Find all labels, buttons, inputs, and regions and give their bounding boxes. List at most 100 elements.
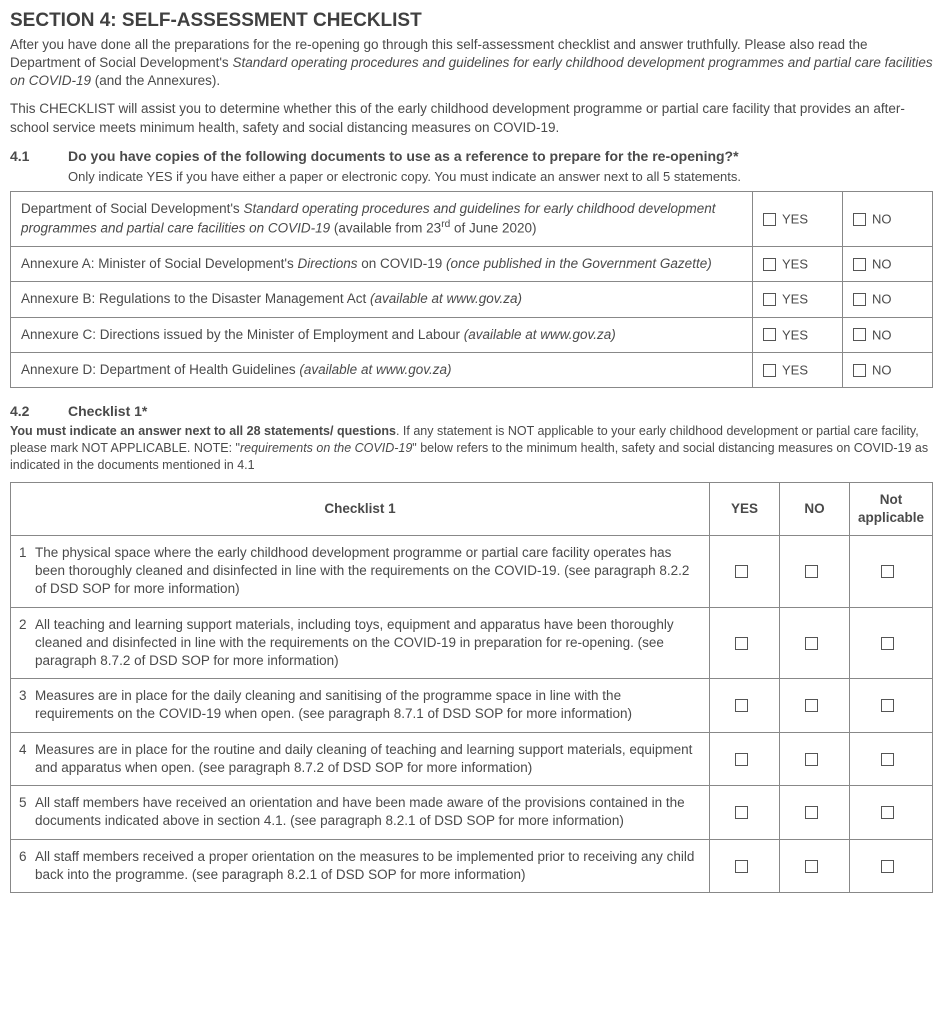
table-41-row-text: Annexure D: Department of Health Guideli… <box>11 352 753 387</box>
table-42-header-no: NO <box>779 482 849 535</box>
checkbox-yes[interactable] <box>763 364 776 377</box>
checkbox-na[interactable] <box>881 860 894 873</box>
row-text: Measures are in place for the routine an… <box>35 741 701 777</box>
checkbox-yes[interactable] <box>735 806 748 819</box>
checkbox-yes[interactable] <box>735 637 748 650</box>
table-42-na-cell <box>849 732 932 785</box>
table-42-no-cell <box>779 535 849 607</box>
yes-label: YES <box>782 257 808 272</box>
table-42-yes-cell <box>709 839 779 892</box>
checkbox-no[interactable] <box>805 565 818 578</box>
table-42-header-na: Not applicable <box>849 482 932 535</box>
section-title: SECTION 4: SELF-ASSESSMENT CHECKLIST <box>10 8 933 34</box>
table-42-row-text: 3Measures are in place for the daily cle… <box>11 679 710 732</box>
checkbox-no[interactable] <box>853 258 866 271</box>
checkbox-no[interactable] <box>853 364 866 377</box>
checkbox-na[interactable] <box>881 637 894 650</box>
row-number: 2 <box>19 616 35 671</box>
checkbox-yes[interactable] <box>735 565 748 578</box>
yes-label: YES <box>782 292 808 307</box>
checkbox-yes[interactable] <box>763 213 776 226</box>
table-42-na-cell <box>849 679 932 732</box>
subsection-41-number: 4.1 <box>10 147 68 166</box>
table-42-row: 4Measures are in place for the routine a… <box>11 732 933 785</box>
table-42-row: 6All staff members received a proper ori… <box>11 839 933 892</box>
table-41-row-text: Annexure C: Directions issued by the Min… <box>11 317 753 352</box>
checkbox-yes[interactable] <box>763 258 776 271</box>
checkbox-yes[interactable] <box>763 293 776 306</box>
table-41-row-text: Annexure B: Regulations to the Disaster … <box>11 282 753 317</box>
table-42-row-text: 1The physical space where the early chil… <box>11 535 710 607</box>
no-label: NO <box>872 292 892 307</box>
checkbox-yes[interactable] <box>735 860 748 873</box>
row-number: 3 <box>19 687 35 723</box>
checkbox-no[interactable] <box>805 806 818 819</box>
subsection-42-title: Checklist 1* <box>68 402 147 421</box>
table-42-row-text: 6All staff members received a proper ori… <box>11 839 710 892</box>
table-41-row: Annexure B: Regulations to the Disaster … <box>11 282 933 317</box>
table-41-row: Annexure D: Department of Health Guideli… <box>11 352 933 387</box>
checkbox-na[interactable] <box>881 806 894 819</box>
checkbox-no[interactable] <box>805 699 818 712</box>
table-42-header-title: Checklist 1 <box>11 482 710 535</box>
table-41-row: Annexure C: Directions issued by the Min… <box>11 317 933 352</box>
row-text: Measures are in place for the daily clea… <box>35 687 701 723</box>
checkbox-no[interactable] <box>853 293 866 306</box>
subsection-42-header: 4.2 Checklist 1* <box>10 402 933 421</box>
table-42-na-cell <box>849 786 932 839</box>
yes-label: YES <box>782 212 808 227</box>
checkbox-no[interactable] <box>805 753 818 766</box>
table-42-row: 3Measures are in place for the daily cle… <box>11 679 933 732</box>
table-41-no-cell: NO <box>843 192 933 247</box>
table-42-row-text: 5All staff members have received an orie… <box>11 786 710 839</box>
checkbox-yes[interactable] <box>735 753 748 766</box>
checkbox-na[interactable] <box>881 565 894 578</box>
table-41-row: Department of Social Development's Stand… <box>11 192 933 247</box>
table-42-na-cell <box>849 535 932 607</box>
row-number: 5 <box>19 794 35 830</box>
table-41-yes-cell: YES <box>753 282 843 317</box>
table-41-no-cell: NO <box>843 247 933 282</box>
yes-label: YES <box>782 327 808 342</box>
row-number: 1 <box>19 544 35 599</box>
table-42-yes-cell <box>709 732 779 785</box>
checkbox-yes[interactable] <box>763 328 776 341</box>
row-number: 4 <box>19 741 35 777</box>
no-label: NO <box>872 362 892 377</box>
no-label: NO <box>872 212 892 227</box>
table-42-no-cell <box>779 607 849 679</box>
no-label: NO <box>872 257 892 272</box>
subsection-42-note: You must indicate an answer next to all … <box>10 423 933 474</box>
subsection-41-instruction: Only indicate YES if you have either a p… <box>68 168 933 186</box>
table-41-yes-cell: YES <box>753 352 843 387</box>
checkbox-yes[interactable] <box>735 699 748 712</box>
table-41-no-cell: NO <box>843 352 933 387</box>
intro-paragraph-2: This CHECKLIST will assist you to determ… <box>10 100 933 136</box>
table-41-yes-cell: YES <box>753 317 843 352</box>
subsection-41-header: 4.1 Do you have copies of the following … <box>10 147 933 166</box>
table-42-yes-cell <box>709 786 779 839</box>
table-41-row-text: Annexure A: Minister of Social Developme… <box>11 247 753 282</box>
checkbox-no[interactable] <box>853 213 866 226</box>
table-42-row: 1The physical space where the early chil… <box>11 535 933 607</box>
no-label: NO <box>872 327 892 342</box>
table-42-row: 5All staff members have received an orie… <box>11 786 933 839</box>
checkbox-no[interactable] <box>805 637 818 650</box>
row-text: All teaching and learning support materi… <box>35 616 701 671</box>
table-42-row-text: 2All teaching and learning support mater… <box>11 607 710 679</box>
table-41-row: Annexure A: Minister of Social Developme… <box>11 247 933 282</box>
checkbox-na[interactable] <box>881 753 894 766</box>
intro-paragraph-1: After you have done all the preparations… <box>10 36 933 91</box>
checkbox-no[interactable] <box>853 328 866 341</box>
checkbox-na[interactable] <box>881 699 894 712</box>
table-41-yes-cell: YES <box>753 192 843 247</box>
table-42-na-cell <box>849 607 932 679</box>
row-text: The physical space where the early child… <box>35 544 701 599</box>
table-42-yes-cell <box>709 607 779 679</box>
row-number: 6 <box>19 848 35 884</box>
table-41-no-cell: NO <box>843 317 933 352</box>
checkbox-no[interactable] <box>805 860 818 873</box>
table-42-row: 2All teaching and learning support mater… <box>11 607 933 679</box>
yes-label: YES <box>782 362 808 377</box>
table-41: Department of Social Development's Stand… <box>10 191 933 388</box>
